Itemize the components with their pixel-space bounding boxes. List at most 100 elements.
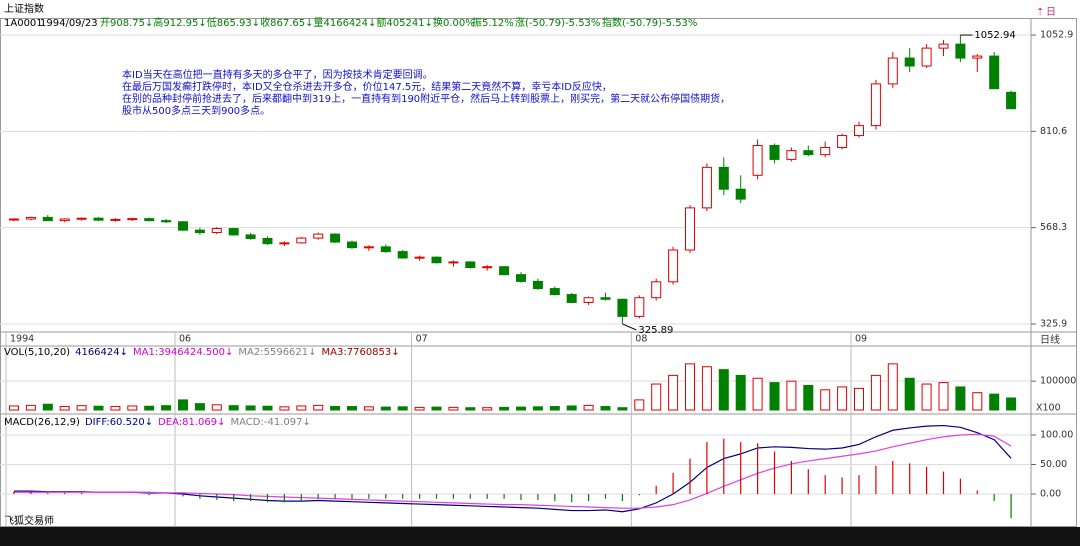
y-tick-label: 325.9 xyxy=(1040,318,1067,329)
volume-bar xyxy=(380,406,391,411)
volume-bar xyxy=(262,405,273,411)
volume-bar xyxy=(972,392,983,411)
candle-body xyxy=(380,246,391,253)
volume-bar xyxy=(887,363,898,411)
candle-body xyxy=(820,146,831,156)
change: 涨(-50.79)-5.53% xyxy=(515,17,600,29)
y-tick-label: 0.00 xyxy=(1040,489,1061,500)
annotation-leader xyxy=(622,323,637,331)
status-bar xyxy=(0,527,1080,546)
volume-bar xyxy=(718,369,729,411)
candle-body xyxy=(262,237,273,245)
quote: 开908.75↓高912.95↓低865.93↓收867.65↓量4166424… xyxy=(100,16,475,29)
period[interactable]: 日 xyxy=(1046,7,1056,18)
candle-body xyxy=(735,188,746,200)
legend-entry: MACD:-41.097↓ xyxy=(231,417,311,428)
volume-bar xyxy=(955,386,966,411)
note-line: 股市从500多点三天到900多点。 xyxy=(122,104,270,117)
volume-bar xyxy=(76,405,87,411)
code: 1A0001 xyxy=(4,18,43,29)
volume-bar xyxy=(516,406,526,411)
volume-bar xyxy=(904,377,915,411)
candle-body xyxy=(921,47,932,67)
note-line: 本ID当天在高位把一直持有多天的多仓平了，因为按技术肯定要回调。 xyxy=(122,68,433,81)
candle-body xyxy=(76,217,87,220)
volume-bar xyxy=(330,406,341,411)
candle-body xyxy=(938,43,949,49)
watermark: 飞狐交易师 xyxy=(4,514,54,527)
volume-bar xyxy=(42,403,53,411)
candle-body xyxy=(854,125,864,137)
candle-body xyxy=(651,281,662,299)
legend-entry: MA1:3946424.500↓ xyxy=(133,347,233,358)
volume-bar xyxy=(752,377,763,411)
volume-bar xyxy=(583,404,594,411)
candle-body xyxy=(59,218,70,222)
candle-body xyxy=(414,256,425,259)
candle-body xyxy=(194,229,205,234)
unit-label: X100 xyxy=(1036,403,1061,414)
candle-body xyxy=(904,57,915,67)
indicator-line xyxy=(14,433,1012,509)
candle-body xyxy=(211,228,222,234)
candle-body xyxy=(769,144,780,160)
volume-bar xyxy=(194,403,205,411)
candle-body xyxy=(583,297,594,303)
candle-body xyxy=(549,288,560,296)
candle-body xyxy=(397,251,408,259)
volume-bar xyxy=(566,405,577,411)
indicator-line xyxy=(14,424,1012,513)
legend-entry: DEA:81.069↓ xyxy=(158,417,225,428)
candle-body xyxy=(701,166,712,209)
candle-body xyxy=(347,241,357,249)
volume-bar xyxy=(279,406,290,411)
frame xyxy=(0,18,1077,527)
candle-body xyxy=(482,266,493,269)
x-tick-label: 09 xyxy=(855,334,867,345)
scroll-arrows[interactable]: ⇡ xyxy=(1036,7,1044,18)
y-tick-label: 1052.9 xyxy=(1040,30,1073,41)
legend-entry: VOL(5,10,20) xyxy=(4,347,70,358)
volume-bar xyxy=(989,393,1000,411)
candle-body xyxy=(144,218,155,222)
candle-body xyxy=(363,246,374,249)
candle-body xyxy=(718,166,729,190)
volume-bar xyxy=(668,374,679,411)
volume-bar xyxy=(363,406,374,411)
volume-bar xyxy=(600,406,611,411)
volume-bar xyxy=(161,405,172,411)
volume-bar xyxy=(465,407,476,411)
candle-body xyxy=(1006,91,1017,110)
y-tick-label: 50.00 xyxy=(1040,459,1067,470)
legend-entry: DIFF:60.520↓ xyxy=(85,417,153,428)
candle-body xyxy=(803,150,814,156)
candle-body xyxy=(178,221,188,231)
volume-bar xyxy=(482,407,493,411)
volume-bar xyxy=(701,366,712,411)
volume-bar xyxy=(685,363,695,411)
candle-body xyxy=(786,150,797,160)
candle-body xyxy=(127,218,138,221)
candle-body xyxy=(9,218,19,221)
candle-body xyxy=(955,43,966,59)
volume-bar xyxy=(532,406,543,411)
candle-body xyxy=(499,266,510,276)
volume-bar xyxy=(854,387,864,411)
x-tick-label: 1994 xyxy=(10,334,34,345)
index-change: 指数(-50.79)-5.53% xyxy=(602,16,697,29)
volume-bar xyxy=(93,405,104,411)
title: 上证指数 xyxy=(4,2,44,15)
candle-body xyxy=(279,242,290,245)
x-tick-label: 06 xyxy=(179,334,191,345)
volume-bar xyxy=(820,389,831,411)
volume-bar xyxy=(769,382,780,411)
legend-entry: 4166424↓ xyxy=(75,347,128,358)
x-tick-label: 07 xyxy=(416,334,428,345)
legend-entry: MA2:5596621↓ xyxy=(238,347,316,358)
candle-body xyxy=(228,228,239,236)
volume-bar xyxy=(870,374,881,411)
candle-body xyxy=(532,280,543,290)
note-line: 在最后万国发癫打跌停时，本ID又全仓杀进去开多仓，价位147.5元，结果第二天竟… xyxy=(122,80,612,93)
volume-bar xyxy=(9,405,19,411)
